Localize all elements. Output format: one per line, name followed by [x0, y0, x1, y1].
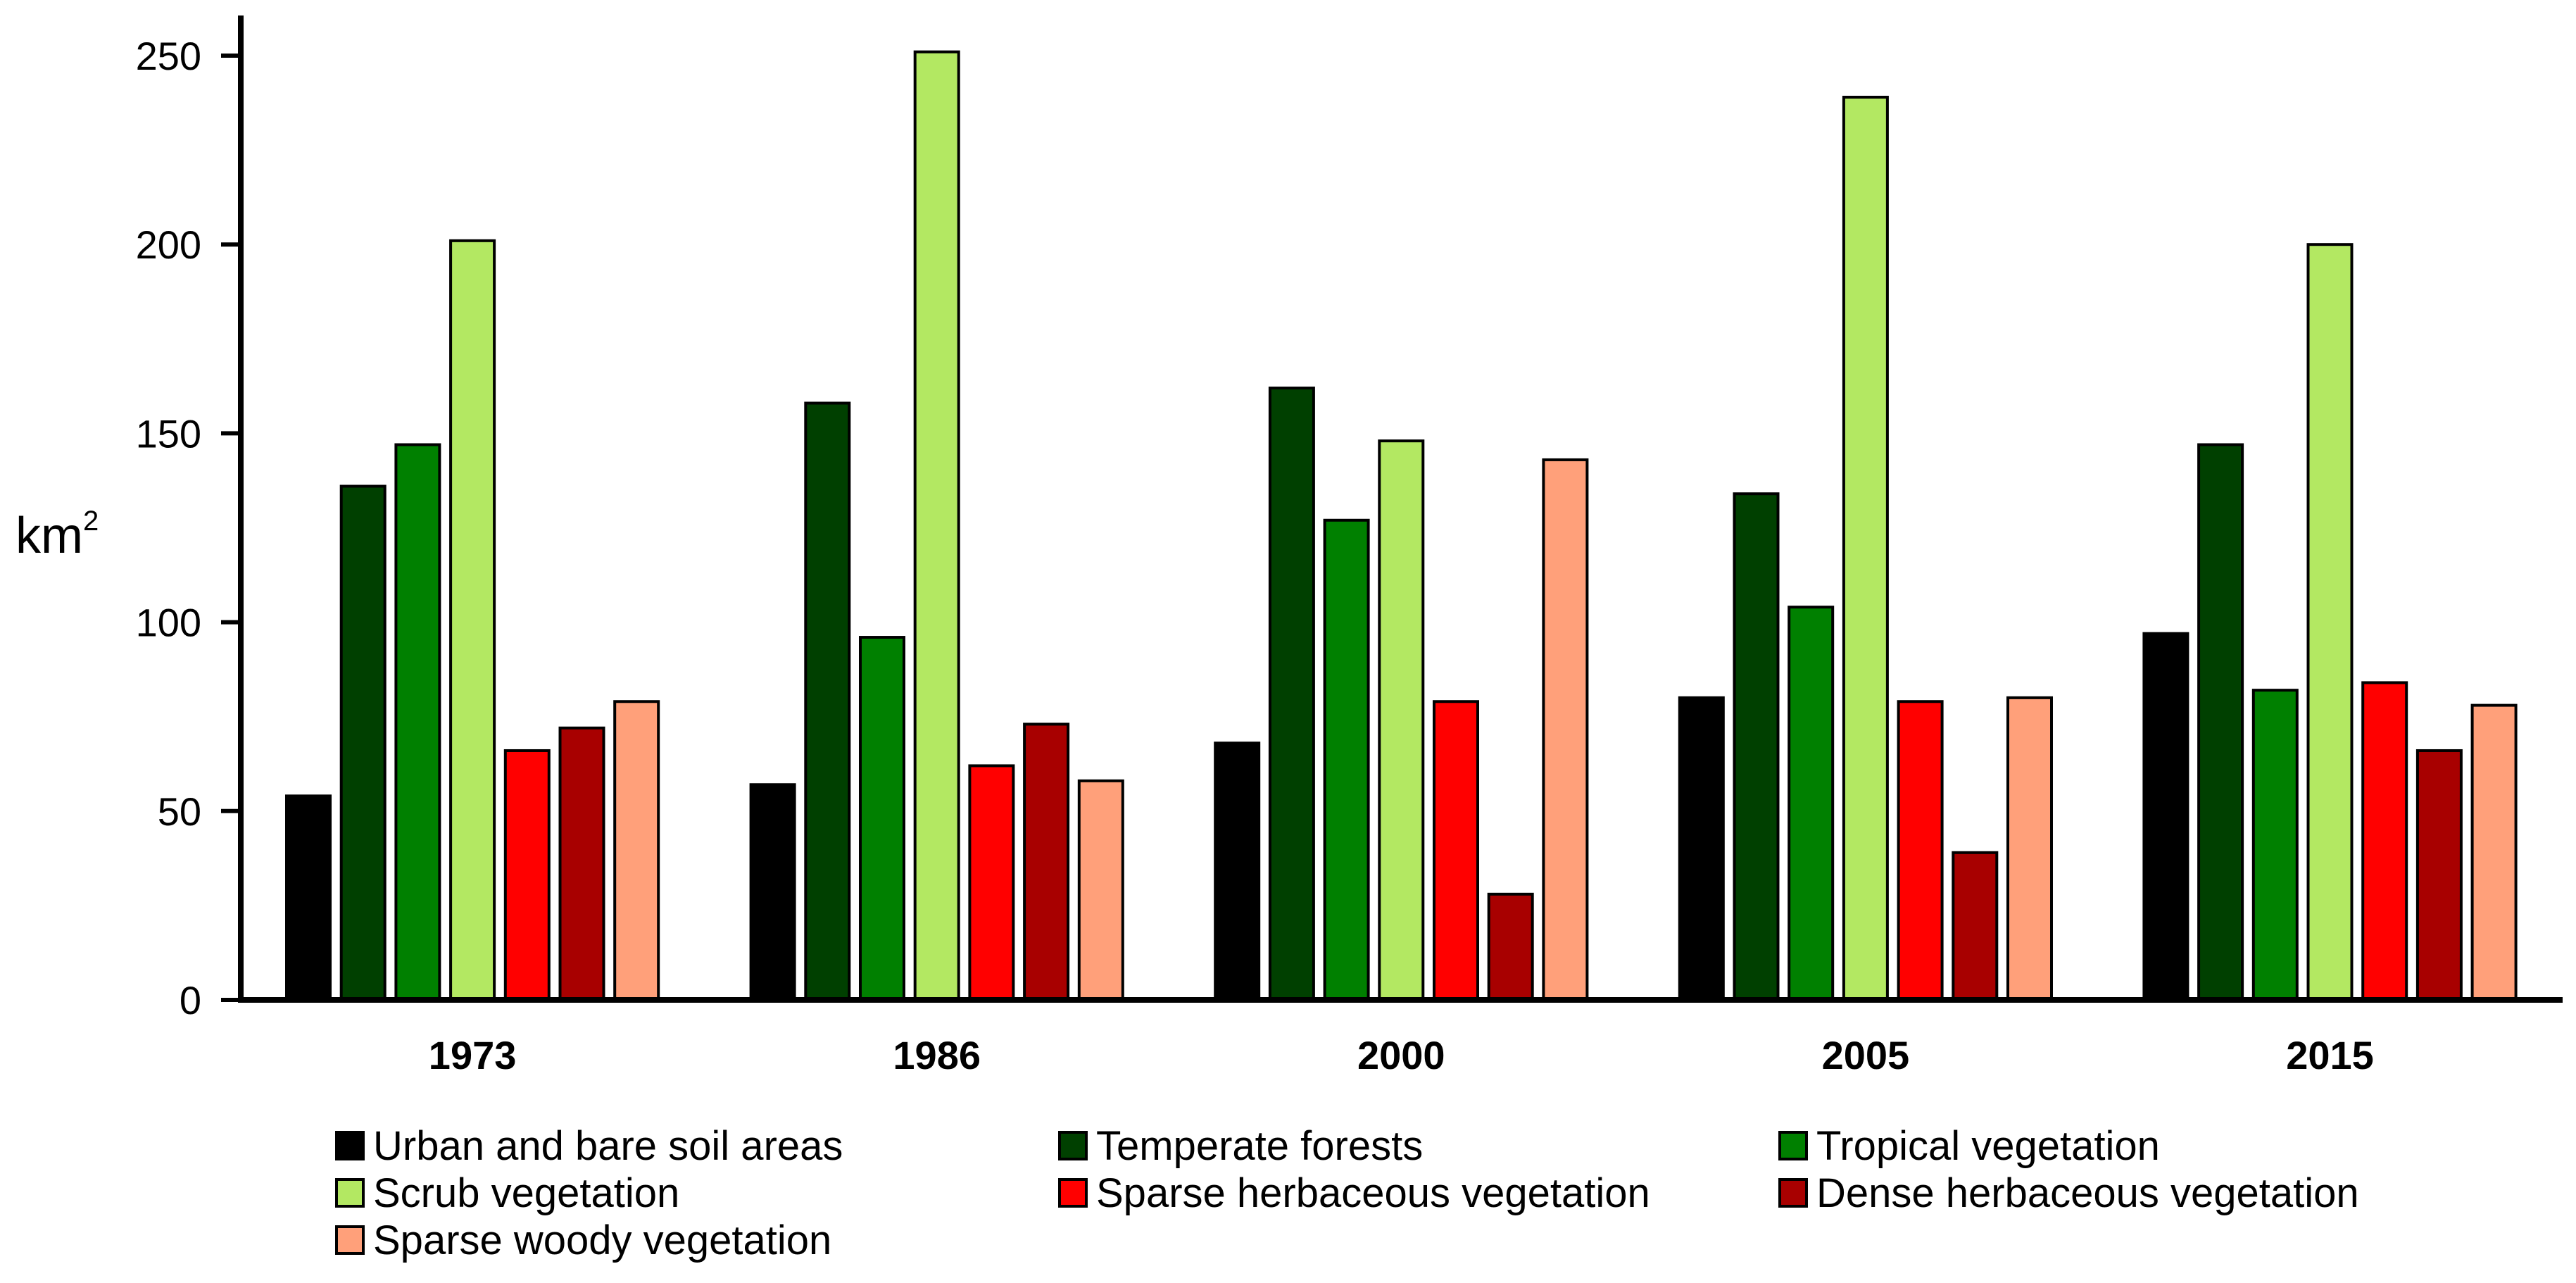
legend-label: Urban and bare soil areas	[373, 1123, 843, 1169]
legend-swatch	[335, 1131, 365, 1160]
y-axis-label: km2	[15, 506, 99, 564]
legend-swatch	[1778, 1131, 1808, 1160]
bar-2000-3	[1323, 518, 1370, 1001]
bar-1973-6	[558, 726, 605, 1001]
legend-swatch	[1058, 1131, 1088, 1160]
bar-2005-5	[1897, 700, 1944, 1002]
bar-2015-7	[2470, 703, 2518, 1001]
bar-1973-7	[613, 700, 660, 1002]
y-tick-label: 250	[136, 34, 201, 78]
legend-label: Tropical vegetation	[1816, 1123, 2160, 1169]
bar-2000-5	[1433, 700, 1479, 1002]
legend-label: Sparse herbaceous vegetation	[1096, 1170, 1650, 1216]
y-axis-label-superscript: 2	[83, 506, 99, 537]
legend-label: Temperate forests	[1096, 1123, 1423, 1169]
y-tick-label: 0	[180, 978, 201, 1022]
bar-2015-3	[2251, 689, 2299, 1001]
bar-1973-5	[503, 749, 551, 1001]
legend-label: Sparse woody vegetation	[373, 1218, 831, 1263]
bar-2000-1	[1214, 741, 1261, 1002]
bar-1986-1	[749, 783, 796, 1001]
x-category-label: 2015	[2286, 1033, 2374, 1077]
y-tick-label: 100	[136, 601, 201, 645]
bar-1973-2	[339, 484, 387, 1001]
bar-2000-6	[1487, 892, 1534, 1001]
legend-label: Dense herbaceous vegetation	[1816, 1170, 2359, 1216]
bar-2015-2	[2197, 443, 2244, 1001]
bar-1986-7	[1077, 779, 1124, 1001]
bar-2000-7	[1542, 458, 1589, 1001]
bar-2015-5	[2361, 681, 2408, 1001]
bar-2000-4	[1378, 439, 1425, 1001]
legend-swatch	[335, 1178, 365, 1208]
category-labels: 1973 1986 2000 2005 2015	[429, 1033, 2374, 1077]
bar-2015-1	[2142, 632, 2189, 1001]
x-category-label: 2000	[1357, 1033, 1445, 1077]
legend-swatch	[1058, 1178, 1088, 1208]
bar-1986-5	[968, 764, 1015, 1001]
bar-2015-6	[2415, 749, 2463, 1001]
bar-1973-1	[285, 794, 332, 1001]
bar-1986-3	[859, 636, 905, 1001]
y-axis-label-unit: km	[15, 508, 83, 564]
y-axis-ticks: 0 50 100 150 200 250	[136, 34, 241, 1022]
bar-1986-4	[913, 50, 960, 1002]
bar-2000-2	[1268, 387, 1315, 1001]
legend-label: Scrub vegetation	[373, 1170, 679, 1216]
x-category-label: 1973	[429, 1033, 517, 1077]
bar-1973-4	[449, 239, 496, 1001]
bar-1973-3	[394, 443, 441, 1001]
bar-2005-6	[1952, 851, 1999, 1001]
bar-2005-3	[1788, 606, 1835, 1001]
bar-2005-2	[1733, 492, 1780, 1001]
bar-1986-6	[1023, 722, 1070, 1001]
x-category-label: 2005	[1822, 1033, 1910, 1077]
legend: Urban and bare soil areas Temperate fores…	[335, 1123, 2359, 1263]
bar-2005-1	[1678, 696, 1725, 1001]
bar-2005-4	[1842, 96, 1889, 1001]
bar-2005-7	[2006, 696, 2053, 1001]
legend-swatch	[335, 1225, 365, 1255]
legend-swatch	[1778, 1178, 1808, 1208]
bar-2015-4	[2306, 243, 2354, 1002]
y-tick-label: 50	[158, 789, 201, 834]
bars	[285, 50, 2518, 1002]
x-category-label: 1986	[893, 1033, 981, 1077]
y-tick-label: 200	[136, 223, 201, 267]
y-tick-label: 150	[136, 411, 201, 456]
bar-1986-2	[804, 401, 851, 1001]
